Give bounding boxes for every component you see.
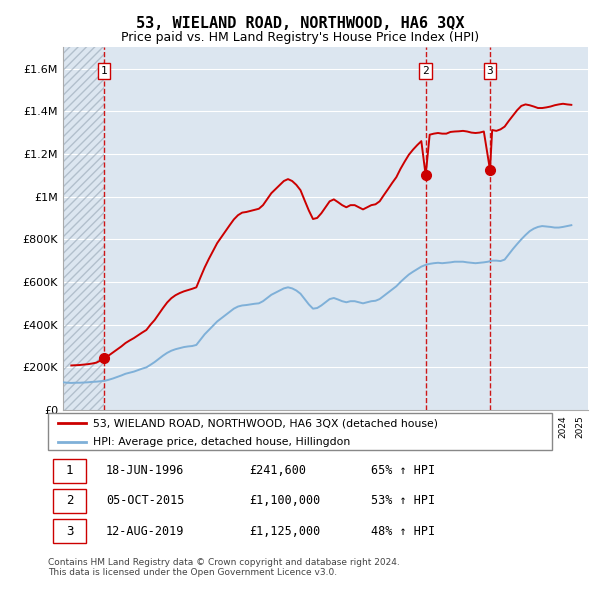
Text: 3: 3 (66, 525, 73, 537)
Text: 53, WIELAND ROAD, NORTHWOOD, HA6 3QX: 53, WIELAND ROAD, NORTHWOOD, HA6 3QX (136, 16, 464, 31)
Text: 1: 1 (101, 65, 107, 76)
Text: £1,100,000: £1,100,000 (250, 494, 321, 507)
Bar (63, 47, 104, 410)
Text: 65% ↑ HPI: 65% ↑ HPI (371, 464, 434, 477)
FancyBboxPatch shape (53, 519, 86, 543)
Text: 48% ↑ HPI: 48% ↑ HPI (371, 525, 434, 537)
Text: Price paid vs. HM Land Registry's House Price Index (HPI): Price paid vs. HM Land Registry's House … (121, 31, 479, 44)
Text: Contains HM Land Registry data © Crown copyright and database right 2024.
This d: Contains HM Land Registry data © Crown c… (48, 558, 400, 577)
FancyBboxPatch shape (53, 459, 86, 483)
Text: 3: 3 (487, 65, 493, 76)
Text: 12-AUG-2019: 12-AUG-2019 (106, 525, 184, 537)
Text: 53% ↑ HPI: 53% ↑ HPI (371, 494, 434, 507)
Text: 53, WIELAND ROAD, NORTHWOOD, HA6 3QX (detached house): 53, WIELAND ROAD, NORTHWOOD, HA6 3QX (de… (94, 418, 439, 428)
Text: HPI: Average price, detached house, Hillingdon: HPI: Average price, detached house, Hill… (94, 437, 350, 447)
Text: 2: 2 (66, 494, 73, 507)
Text: 2: 2 (422, 65, 429, 76)
Text: 05-OCT-2015: 05-OCT-2015 (106, 494, 184, 507)
Text: £241,600: £241,600 (250, 464, 307, 477)
Text: 18-JUN-1996: 18-JUN-1996 (106, 464, 184, 477)
Text: £1,125,000: £1,125,000 (250, 525, 321, 537)
FancyBboxPatch shape (53, 489, 86, 513)
FancyBboxPatch shape (48, 413, 552, 450)
Text: 1: 1 (66, 464, 73, 477)
